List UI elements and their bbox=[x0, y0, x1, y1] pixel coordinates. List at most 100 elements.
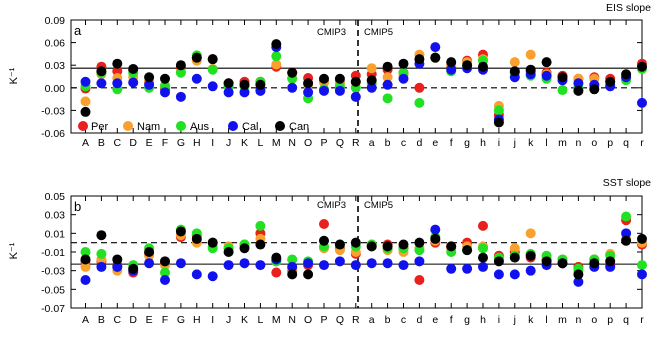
marker-aus bbox=[207, 64, 218, 75]
marker-can bbox=[541, 57, 552, 68]
x-tick-label: F bbox=[162, 314, 168, 326]
panel-eis-frame bbox=[70, 19, 643, 134]
marker-cal bbox=[462, 263, 473, 274]
marker-cal bbox=[334, 256, 345, 267]
marker-can bbox=[128, 63, 139, 74]
marker-can bbox=[223, 247, 234, 257]
x-tick-label: q bbox=[623, 137, 629, 149]
marker-can bbox=[637, 233, 647, 244]
panel-sst-group-label-right: CMIP5 bbox=[364, 200, 393, 211]
x-tick-label: K bbox=[241, 314, 248, 326]
marker-can bbox=[112, 58, 123, 69]
marker-cal bbox=[223, 260, 234, 271]
marker-can bbox=[414, 237, 425, 248]
marker-cal bbox=[541, 70, 552, 81]
marker-cal bbox=[637, 97, 647, 108]
x-tick-label: F bbox=[162, 137, 168, 149]
x-tick-label: A bbox=[82, 314, 89, 326]
marker-can bbox=[557, 72, 568, 83]
marker-cal bbox=[223, 87, 234, 98]
marker-nam bbox=[525, 228, 536, 239]
x-tick-label: c bbox=[401, 314, 406, 326]
panel-eis-ylabel: K⁻¹ bbox=[8, 67, 20, 84]
marker-can bbox=[255, 239, 266, 250]
legend: Per Nam Aus Cal Can bbox=[78, 121, 309, 133]
marker-can bbox=[446, 241, 457, 252]
marker-can bbox=[287, 67, 298, 78]
marker-cal bbox=[350, 91, 361, 102]
x-tick-label: D bbox=[129, 314, 137, 326]
marker-cal bbox=[621, 228, 632, 239]
x-tick-label: m bbox=[558, 314, 567, 326]
marker-cal bbox=[144, 258, 155, 269]
x-tick-label: p bbox=[607, 314, 613, 326]
x-tick-label: j bbox=[513, 137, 516, 149]
x-tick-label: M bbox=[272, 314, 281, 326]
x-tick-label: E bbox=[146, 314, 153, 326]
marker-can bbox=[525, 64, 536, 75]
marker-can bbox=[160, 256, 170, 267]
y-tick-label: 0.09 bbox=[45, 15, 66, 27]
x-tick-label: j bbox=[513, 314, 516, 326]
marker-aus bbox=[493, 105, 504, 116]
x-tick-label: O bbox=[304, 137, 312, 149]
marker-can bbox=[462, 245, 473, 256]
marker-can bbox=[478, 61, 488, 72]
x-tick-label: a bbox=[369, 314, 375, 326]
marker-nam bbox=[509, 243, 520, 254]
marker-cal bbox=[96, 261, 107, 272]
x-tick-label: B bbox=[98, 137, 105, 149]
marker-cal bbox=[303, 87, 314, 98]
marker-cal bbox=[366, 82, 377, 93]
x-tick-label: P bbox=[320, 137, 327, 149]
marker-can bbox=[541, 256, 552, 267]
x-tick-label: i bbox=[498, 314, 500, 326]
legend-label-can: Can bbox=[289, 121, 309, 133]
legend-marker-per bbox=[78, 121, 88, 131]
marker-cal bbox=[287, 82, 298, 93]
x-tick-label: g bbox=[464, 137, 470, 149]
marker-cal bbox=[366, 258, 377, 269]
marker-can bbox=[175, 226, 186, 237]
marker-can bbox=[509, 252, 520, 263]
marker-can bbox=[605, 76, 616, 87]
x-tick-label: c bbox=[401, 137, 406, 149]
panel-eis-group-label-right: CMIP5 bbox=[364, 27, 393, 38]
x-tick-label: k bbox=[528, 314, 534, 326]
panel-sst-group-label-left: CMIP3 bbox=[317, 200, 346, 211]
marker-cal bbox=[303, 258, 314, 269]
x-tick-label: L bbox=[257, 314, 263, 326]
marker-cal bbox=[144, 79, 155, 90]
x-tick-label: d bbox=[416, 314, 422, 326]
x-tick-label: N bbox=[288, 314, 296, 326]
x-tick-label: r bbox=[640, 314, 644, 326]
y-tick-label: -0.06 bbox=[41, 128, 65, 140]
marker-cal bbox=[239, 258, 250, 269]
marker-cal bbox=[430, 224, 441, 235]
marker-cal bbox=[319, 85, 329, 96]
legend-label-per: Per bbox=[91, 121, 108, 133]
panel-sst-ylabel: K⁻¹ bbox=[8, 242, 20, 259]
marker-nam bbox=[509, 57, 520, 68]
x-tick-label: J bbox=[226, 137, 231, 149]
x-tick-label: i bbox=[498, 137, 500, 149]
marker-can bbox=[350, 237, 361, 248]
marker-aus bbox=[255, 220, 266, 231]
marker-cal bbox=[509, 269, 520, 280]
marker-can bbox=[334, 73, 345, 84]
legend-marker-aus bbox=[176, 121, 186, 131]
marker-can bbox=[144, 247, 155, 257]
legend-label-aus: Aus bbox=[190, 121, 209, 133]
y-tick-label: 0.06 bbox=[45, 38, 66, 50]
marker-can bbox=[207, 54, 218, 65]
marker-can bbox=[493, 117, 504, 128]
marker-cal bbox=[96, 78, 107, 89]
marker-aus bbox=[414, 97, 425, 108]
marker-can bbox=[191, 233, 202, 244]
x-tick-label: P bbox=[320, 314, 327, 326]
marker-can bbox=[462, 60, 473, 71]
marker-can bbox=[96, 230, 107, 241]
x-tick-label: h bbox=[480, 314, 486, 326]
marker-aus bbox=[382, 93, 393, 104]
marker-aus bbox=[637, 260, 647, 271]
